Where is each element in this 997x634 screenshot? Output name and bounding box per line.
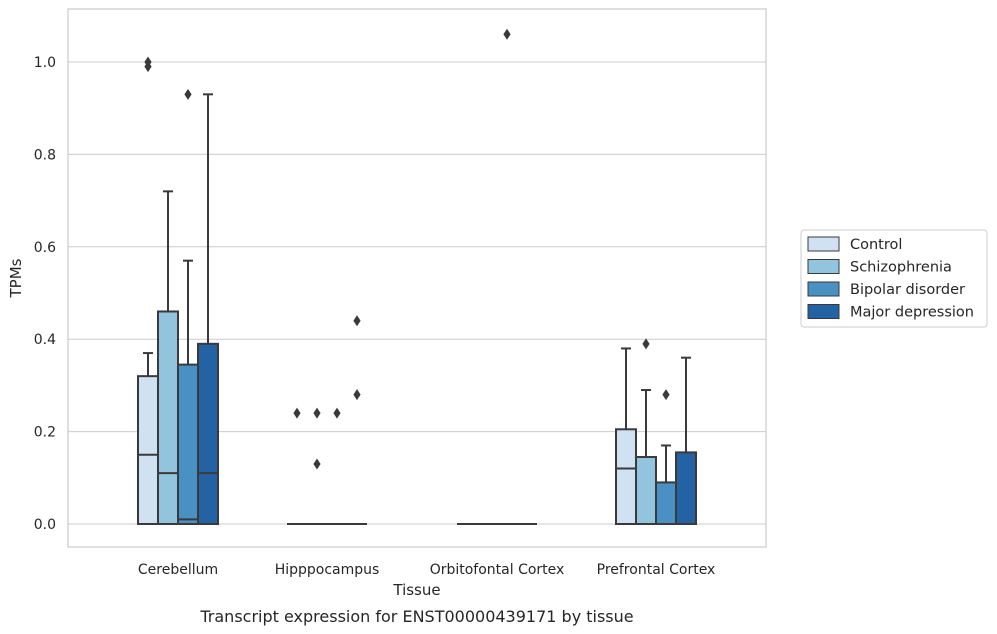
x-tick-label: Cerebellum xyxy=(138,562,218,578)
box-bipolar-disorder xyxy=(655,444,677,526)
outlier-point xyxy=(353,315,361,327)
box-body xyxy=(675,451,697,526)
y-tick-labels: 0.0 0.2 0.4 0.6 0.8 1.0 xyxy=(34,55,56,533)
outlier-point xyxy=(313,458,321,470)
legend-label: Control xyxy=(850,237,902,253)
legend-swatch xyxy=(807,281,840,297)
x-tick-labels: Cerebellum Hipppocampus Orbitofontal Corte… xyxy=(138,562,715,578)
outlier-point xyxy=(503,28,511,40)
y-tick-label: 0.2 xyxy=(34,425,56,441)
box-body xyxy=(137,375,159,525)
box-body xyxy=(197,342,219,525)
outlier-point xyxy=(144,56,152,68)
outlier-point xyxy=(333,407,341,419)
box-major-depression xyxy=(675,356,697,526)
legend-item: Control xyxy=(807,236,902,253)
outlier-point xyxy=(353,389,361,401)
x-tick-label: Hipppocampus xyxy=(275,562,380,578)
box-body xyxy=(157,310,179,526)
y-tick-label: 0.4 xyxy=(34,332,56,348)
box-body xyxy=(615,428,637,526)
box-schizophrenia xyxy=(157,190,179,526)
legend-swatch xyxy=(807,304,840,319)
x-tick-label: Prefrontal Cortex xyxy=(597,562,716,578)
legend-label: Bipolar disorder xyxy=(850,282,965,298)
chart-caption: Transcript expression for ENST0000043917… xyxy=(199,607,633,626)
outlier-point xyxy=(293,407,301,419)
legend-item: Schizophrenia xyxy=(807,259,952,276)
legend: Control Schizophrenia Bipolar disorder Majo… xyxy=(800,229,988,328)
box-body xyxy=(655,481,677,526)
legend-label: Major depression xyxy=(850,305,974,321)
outlier-point xyxy=(662,389,670,401)
box-control xyxy=(615,347,637,526)
y-tick-label: 0.8 xyxy=(34,147,56,163)
outlier-point xyxy=(313,407,321,419)
box-body xyxy=(177,363,199,525)
legend-swatch xyxy=(807,259,840,274)
legend-label: Schizophrenia xyxy=(850,260,952,276)
box-major-depression xyxy=(197,93,219,525)
outliers-layer xyxy=(144,28,670,470)
y-axis-label: TPMs xyxy=(7,258,25,298)
boxes-layer xyxy=(137,93,697,526)
box-schizophrenia xyxy=(635,389,657,526)
x-axis-label: Tissue xyxy=(392,581,440,599)
y-tick-label: 0.0 xyxy=(34,517,56,533)
y-tick-label: 0.6 xyxy=(34,240,56,256)
box-control xyxy=(137,352,159,525)
y-tick-label: 1.0 xyxy=(34,55,56,71)
outlier-point xyxy=(184,88,192,100)
legend-frame xyxy=(800,229,988,328)
plot-frame xyxy=(67,8,767,548)
legend-items: Control Schizophrenia Bipolar disorder Majo… xyxy=(807,236,974,321)
box-body xyxy=(635,456,657,526)
legend-swatch xyxy=(807,236,840,252)
legend-item: Major depression xyxy=(807,304,974,321)
box-bipolar-disorder xyxy=(177,259,199,525)
outlier-point xyxy=(642,338,650,350)
legend-item: Bipolar disorder xyxy=(807,281,965,298)
x-tick-label: Orbitofontal Cortex xyxy=(430,562,565,578)
